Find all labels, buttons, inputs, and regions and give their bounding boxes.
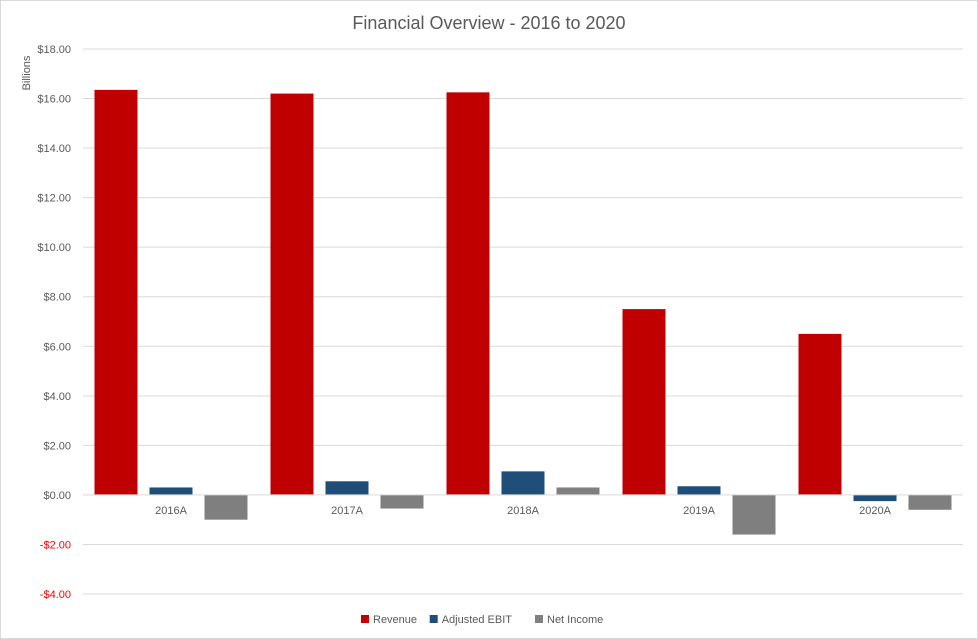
- y-tick-label: $10.00: [37, 242, 71, 254]
- bar-net-income-2018a: [556, 487, 600, 495]
- bar-net-income-2017a: [380, 494, 424, 509]
- y-axis-unit-label: Billions: [21, 55, 33, 90]
- bar-revenue-2018a: [446, 92, 490, 495]
- y-tick-label: $0.00: [43, 490, 71, 502]
- chart-legend: Revenue Adjusted EBIT Net Income: [361, 614, 603, 626]
- bar-revenue-2020a: [798, 333, 842, 495]
- x-axis-category-labels: 2016A 2017A 2018A 2019A 2020A: [155, 505, 891, 517]
- x-category-label: 2016A: [155, 505, 187, 517]
- bar-adjusted-ebit-2020a: [853, 494, 897, 502]
- bar-net-income-2016a: [204, 494, 248, 520]
- legend-label: Adjusted EBIT: [442, 614, 513, 626]
- y-tick-label: $6.00: [43, 341, 71, 353]
- bar-adjusted-ebit-2019a: [677, 486, 721, 495]
- bar-net-income-2019a: [732, 494, 776, 535]
- x-category-label: 2017A: [331, 505, 363, 517]
- bar-adjusted-ebit-2016a: [149, 487, 193, 495]
- bar-adjusted-ebit-2017a: [325, 481, 369, 495]
- bars: [94, 89, 952, 535]
- legend-label: Net Income: [547, 614, 603, 626]
- legend-label: Revenue: [373, 614, 417, 626]
- bar-revenue-2017a: [270, 93, 314, 495]
- y-tick-label: -$4.00: [40, 589, 71, 601]
- gridlines: [83, 48, 963, 595]
- x-category-label: 2020A: [859, 505, 891, 517]
- y-tick-label: $8.00: [43, 292, 71, 304]
- legend-swatch-adjusted-ebit: [429, 615, 438, 623]
- y-tick-label: -$2.00: [40, 539, 71, 551]
- y-axis-tick-labels: $18.00 $16.00 $14.00 $12.00 $10.00 $8.00 $6.00…: [37, 44, 71, 601]
- x-category-label: 2019A: [683, 505, 715, 517]
- y-tick-label: $16.00: [37, 94, 71, 106]
- bar-net-income-2020a: [908, 494, 952, 510]
- legend-swatch-net-income: [535, 615, 543, 623]
- bar-revenue-2016a: [94, 89, 138, 495]
- y-tick-label: $12.00: [37, 193, 71, 205]
- x-category-label: 2018A: [507, 505, 539, 517]
- bar-adjusted-ebit-2018a: [501, 471, 545, 495]
- y-tick-label: $18.00: [37, 44, 71, 56]
- y-tick-label: $14.00: [37, 143, 71, 155]
- legend-swatch-revenue: [361, 615, 369, 623]
- y-tick-label: $2.00: [43, 440, 71, 452]
- y-tick-label: $4.00: [43, 391, 71, 403]
- bar-revenue-2019a: [622, 309, 666, 495]
- chart-title: Financial Overview - 2016 to 2020: [352, 13, 625, 33]
